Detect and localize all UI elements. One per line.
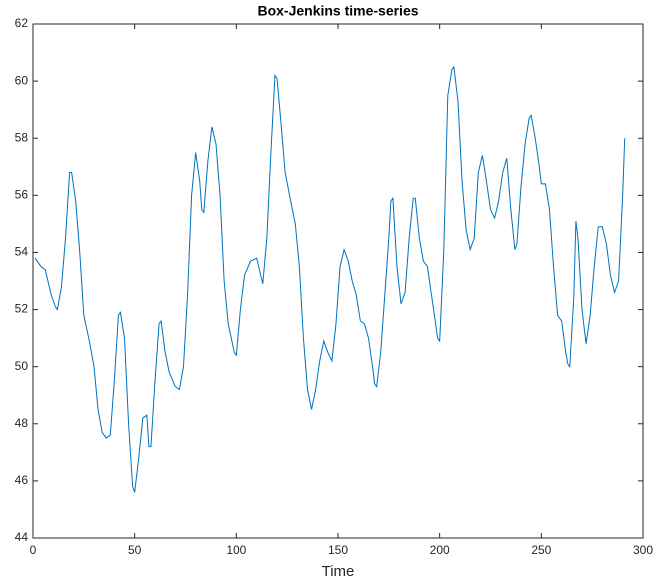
y-tick-label: 56: [15, 188, 29, 202]
y-tick-label: 62: [15, 16, 29, 30]
y-tick-label: 58: [15, 130, 29, 144]
y-tick-label: 50: [15, 359, 29, 373]
x-tick-label: 50: [128, 543, 142, 557]
y-tick-label: 60: [15, 73, 29, 87]
x-axis-label: Time: [322, 563, 355, 580]
data-line: [34, 65, 626, 493]
x-tick-label: 300: [633, 543, 653, 557]
chart-title: Box-Jenkins time-series: [257, 3, 418, 19]
y-tick-label: 52: [15, 302, 29, 316]
x-tick-label: 100: [226, 543, 246, 557]
y-tick-label: 54: [15, 245, 29, 259]
x-tick-label: 200: [430, 543, 450, 557]
y-tick-label: 48: [15, 416, 29, 430]
y-tick-label: 44: [15, 530, 29, 544]
x-tick-label: 150: [328, 543, 348, 557]
y-tick-label: 46: [15, 473, 29, 487]
x-tick-label: 0: [30, 543, 37, 557]
x-tick-label: 250: [531, 543, 551, 557]
